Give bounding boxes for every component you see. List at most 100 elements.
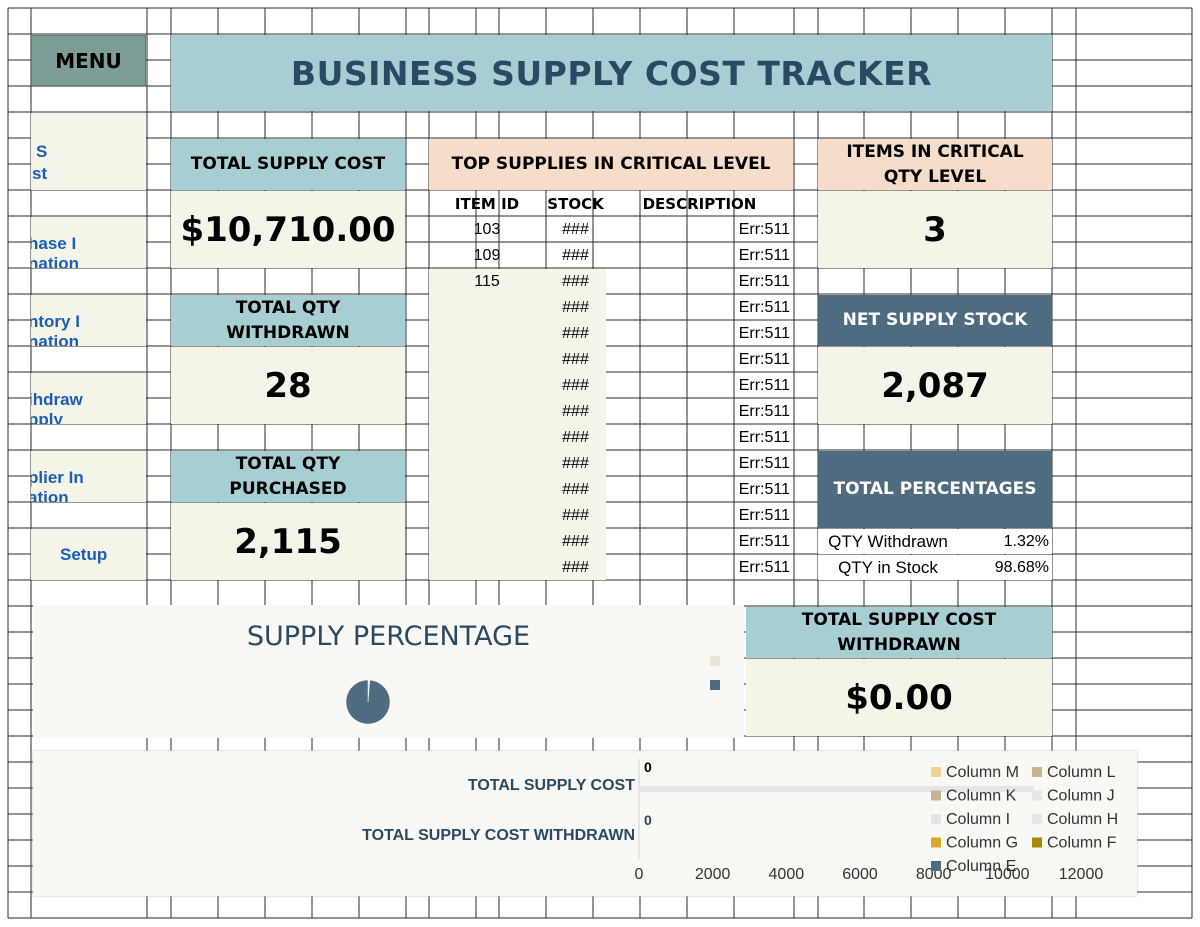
pct-value: 98.68%: [994, 558, 1049, 576]
total-percentages-header: TOTAL PERCENTAGES: [818, 451, 1052, 528]
sidebar-item-label: S: [36, 142, 48, 161]
total-qty-withdrawn-label: TOTAL QTY: [235, 297, 341, 318]
legend-marker: [1032, 767, 1042, 777]
legend-marker: [1032, 837, 1042, 848]
critical-table-title: TOP SUPPLIES IN CRITICAL LEVEL: [451, 154, 771, 174]
cell-stock: ###: [562, 298, 589, 316]
table-row: ### Err:511: [429, 373, 793, 398]
cell-item-id: [429, 425, 545, 450]
legend-label: Column H: [1047, 811, 1118, 828]
total-qty-purchased-header: TOTAL QTY PURCHASED: [171, 451, 405, 502]
table-row: ### Err:511: [429, 529, 793, 554]
table-row: ### Err:511: [429, 451, 793, 476]
table-row: ### Err:511: [429, 503, 793, 528]
x-tick-label: 8000: [916, 866, 952, 883]
cell-stock: ###: [562, 506, 589, 524]
table-row: ### Err:511: [429, 321, 793, 346]
total-qty-withdrawn-amount: 28: [264, 365, 312, 406]
legend-label: Column E: [946, 858, 1016, 875]
legend-label: Column I: [946, 811, 1010, 828]
cell-stock: ###: [562, 324, 589, 342]
column-header-description: DESCRIPTION: [606, 191, 793, 216]
cell-description: Err:511: [738, 272, 790, 290]
table-row: ### Err:511: [429, 347, 793, 372]
sidebar-item-setup[interactable]: Setup: [31, 529, 146, 580]
cell-item-id: [429, 555, 545, 580]
cell-item-id: [429, 373, 545, 398]
sidebar-item-label: hase I: [31, 234, 77, 253]
cell-description: Err:511: [738, 454, 790, 472]
pct-label-stock: QTY in Stock: [818, 555, 958, 580]
supply-cost-bar-chart[interactable]: TOTAL SUPPLY COST 0 TOTAL SUPPLY COST WITH…: [33, 751, 1137, 896]
total-qty-purchased-value: 2,115: [171, 503, 405, 580]
total-percentages-label: TOTAL PERCENTAGES: [833, 479, 1037, 499]
total-qty-purchased-amount: 2,115: [234, 521, 342, 562]
net-supply-stock-header: NET SUPPLY STOCK: [818, 295, 1052, 346]
cell-item-id: [429, 503, 545, 528]
column-header-label: ITEM ID: [454, 194, 520, 213]
sidebar-item-label: st: [32, 164, 48, 183]
pct-label: QTY Withdrawn: [828, 531, 948, 551]
total-cost-withdrawn-header: TOTAL SUPPLY COST WITHDRAWN: [746, 607, 1052, 658]
title-text: BUSINESS SUPPLY COST TRACKER: [290, 53, 933, 93]
net-supply-stock-amount: 2,087: [881, 365, 989, 406]
sidebar-item-label: nation: [31, 254, 79, 268]
x-tick-label: 6000: [842, 866, 878, 883]
legend-label: Column J: [1047, 788, 1115, 805]
table-row: ### Err:511: [429, 295, 793, 320]
sidebar-item-label: pply: [31, 410, 63, 424]
pct-label: QTY in Stock: [838, 557, 938, 577]
x-tick-label: 4000: [769, 866, 805, 883]
sidebar-item-purchase-information[interactable]: hase I nation: [31, 217, 146, 268]
items-critical-value: 3: [818, 191, 1052, 268]
cell-description: Err:511: [738, 532, 790, 550]
cell-item-id: [429, 451, 545, 476]
pie-chart-title: SUPPLY PERCENTAGE: [246, 621, 531, 652]
sidebar-item-supply-cost[interactable]: S st: [31, 113, 146, 190]
cell-description: Err:511: [738, 480, 790, 498]
pct-value-stock: 98.68%: [958, 555, 1052, 580]
x-tick-label: 12000: [1059, 866, 1104, 883]
legend-label: Column K: [946, 788, 1017, 805]
table-row: ### Err:511: [429, 399, 793, 424]
page-title: BUSINESS SUPPLY COST TRACKER: [171, 35, 1052, 111]
total-qty-withdrawn-label: WITHDRAWN: [226, 322, 350, 343]
total-qty-withdrawn-header: TOTAL QTY WITHDRAWN: [171, 295, 405, 346]
cell-stock: ###: [562, 428, 589, 446]
table-row: 109 ### Err:511: [429, 243, 793, 268]
cell-stock: ###: [562, 246, 589, 264]
bar-chart-plot: TOTAL SUPPLY COST 0 TOTAL SUPPLY COST WITH…: [362, 759, 1118, 883]
sidebar-item-inventory-information[interactable]: ntory I nation: [31, 295, 146, 346]
cell-description: Err:511: [738, 506, 790, 524]
table-row: 103 ### Err:511: [429, 217, 793, 242]
cell-stock: ###: [562, 220, 589, 238]
column-header-label: STOCK: [547, 194, 604, 213]
x-tick-label: 2000: [695, 866, 731, 883]
menu-button[interactable]: MENU: [31, 35, 146, 86]
cell-description: Err:511: [738, 402, 790, 420]
cell-description: Err:511: [738, 324, 790, 342]
column-header-stock: STOCK: [545, 191, 606, 216]
pie-chart-plot: [345, 656, 720, 725]
data-label: 0: [644, 812, 652, 828]
sidebar-item-withdraw-supply[interactable]: ihdraw pply: [31, 373, 146, 424]
total-supply-cost-label: TOTAL SUPPLY COST: [190, 154, 386, 174]
net-supply-stock-value: 2,087: [818, 347, 1052, 424]
supply-percentage-chart[interactable]: SUPPLY PERCENTAGE: [33, 605, 744, 738]
legend-marker: [931, 814, 941, 824]
pct-value: 1.32%: [1003, 532, 1049, 550]
menu-label: MENU: [55, 48, 122, 73]
sidebar-item-supplier-information[interactable]: plier In ation: [31, 451, 146, 502]
table-row: ### Err:511: [429, 555, 793, 580]
cell-item-id: 115: [474, 272, 500, 290]
category-label: TOTAL SUPPLY COST: [468, 777, 635, 794]
total-qty-withdrawn-value: 28: [171, 347, 405, 424]
sidebar-item-label: ihdraw: [31, 390, 83, 409]
table-row: 115 ### Err:511: [429, 269, 793, 294]
category-label: TOTAL SUPPLY COST WITHDRAWN: [362, 827, 635, 844]
total-cost-withdrawn-value: $0.00: [746, 659, 1052, 736]
cell-item-id: [429, 477, 545, 502]
pie-slice[interactable]: [345, 679, 391, 725]
column-header-item-id: ITEM ID: [429, 191, 545, 216]
total-supply-cost-value: $10,710.00: [171, 191, 405, 268]
